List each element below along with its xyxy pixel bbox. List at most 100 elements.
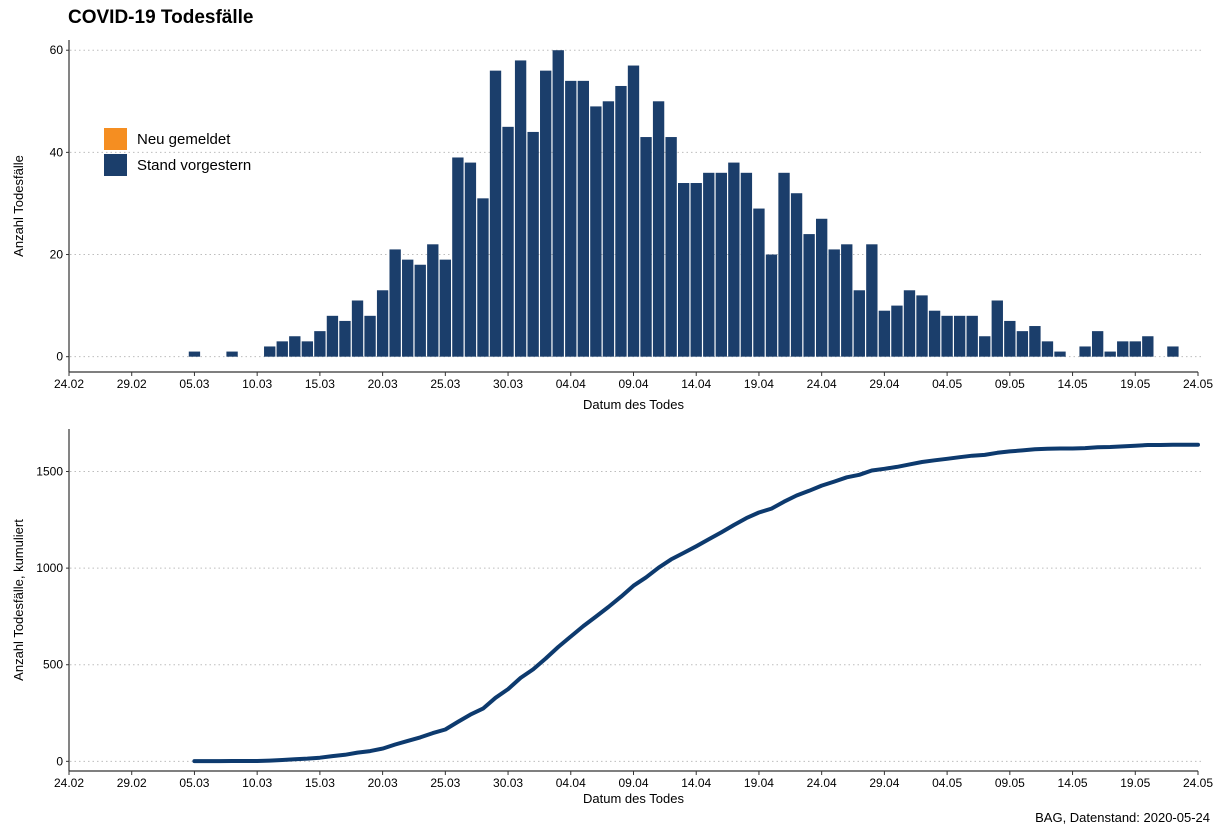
bar (615, 85, 627, 357)
bar (1117, 341, 1129, 357)
bar (941, 315, 953, 357)
bar (1029, 326, 1041, 357)
bar (740, 172, 753, 357)
x-tick-label: 09.04 (618, 377, 648, 391)
bar (765, 254, 778, 357)
bar (552, 50, 564, 357)
y-axis-label: Anzahl Todesfälle, kumuliert (11, 519, 26, 681)
bar (276, 341, 288, 357)
x-tick-label: 19.05 (1120, 776, 1150, 790)
x-axis-label: Datum des Todes (583, 397, 684, 412)
x-tick-label: 19.04 (744, 776, 774, 790)
bar (916, 295, 928, 357)
bar (590, 106, 602, 357)
x-tick-label: 24.05 (1183, 377, 1213, 391)
bar (452, 157, 464, 357)
bar (828, 249, 840, 357)
bar (1004, 320, 1016, 357)
x-tick-label: 14.05 (1058, 776, 1088, 790)
bar (439, 259, 452, 357)
bar (301, 341, 314, 357)
bar (464, 162, 477, 357)
bar (477, 198, 489, 357)
bar (652, 101, 665, 357)
y-tick-label: 0 (56, 754, 63, 768)
x-tick-label: 19.04 (744, 377, 774, 391)
bar (389, 249, 401, 357)
bar (815, 218, 828, 357)
bar (376, 290, 389, 357)
y-tick-label: 500 (43, 658, 63, 672)
y-tick-label: 0 (56, 350, 63, 364)
x-tick-label: 19.05 (1120, 377, 1150, 391)
bar (414, 264, 426, 357)
x-tick-label: 04.04 (556, 776, 586, 790)
bar (289, 336, 301, 357)
x-tick-label: 29.04 (869, 377, 899, 391)
bar (577, 80, 589, 357)
x-tick-label: 29.04 (869, 776, 899, 790)
bar (665, 137, 677, 357)
x-tick-label: 25.03 (430, 776, 460, 790)
daily-deaths-panel: 0 20 40 60 Neu gemeldet Stand vorgestern 24.02… (11, 40, 1213, 412)
bar (351, 300, 364, 357)
bar (640, 137, 652, 357)
bar (565, 80, 577, 357)
bar (339, 320, 351, 357)
x-tick-label: 29.02 (117, 377, 147, 391)
bar (264, 346, 276, 357)
bar (991, 300, 1003, 357)
x-tick-label: 25.03 (430, 377, 460, 391)
bar (853, 290, 865, 357)
bar (1016, 331, 1029, 357)
x-tick-label: 14.04 (681, 377, 711, 391)
bar (514, 60, 527, 357)
bar (527, 131, 539, 357)
x-tick-label: 30.03 (493, 776, 523, 790)
y-tick-label: 40 (50, 145, 64, 159)
x-tick-label: 24.04 (807, 776, 837, 790)
x-tick-label: 04.04 (556, 377, 586, 391)
bar (489, 70, 502, 357)
bar (979, 336, 991, 357)
x-tick-label: 09.05 (995, 377, 1025, 391)
bar (188, 351, 201, 357)
x-tick-label: 09.04 (618, 776, 648, 790)
legend-label: Neu gemeldet (137, 131, 231, 148)
bar (928, 310, 941, 357)
x-tick-label: 24.02 (54, 776, 84, 790)
bar (314, 331, 326, 357)
bar (728, 162, 740, 357)
bar (703, 172, 715, 357)
legend-label: Stand vorgestern (137, 157, 251, 174)
bar (627, 65, 640, 357)
bar (803, 234, 815, 357)
bar (402, 259, 414, 357)
x-tick-label: 20.03 (368, 776, 398, 790)
bar (690, 183, 702, 357)
cumulative-deaths-panel: 0 500 1000 1500 24.02 29.02 05.03 10.03 15.03 20.… (11, 429, 1213, 806)
bar (753, 208, 765, 357)
x-tick-label: 20.03 (368, 377, 398, 391)
legend-swatch (104, 154, 127, 176)
x-tick-label: 04.05 (932, 377, 962, 391)
x-tick-label: 24.04 (807, 377, 837, 391)
bar (966, 315, 978, 357)
x-tick-label: 24.02 (54, 377, 84, 391)
x-tick-label: 05.03 (179, 377, 209, 391)
x-tick-label: 14.05 (1058, 377, 1088, 391)
bar (1079, 346, 1091, 357)
x-tick-label: 10.03 (242, 377, 272, 391)
x-tick-label: 05.03 (179, 776, 209, 790)
source-caption: BAG, Datenstand: 2020-05-24 (1035, 810, 1210, 825)
bar (1091, 331, 1104, 357)
bar (790, 193, 803, 357)
x-tick-label: 24.05 (1183, 776, 1213, 790)
bar (1129, 341, 1141, 357)
bar (326, 315, 339, 357)
chart-title: COVID-19 Todesfälle (68, 7, 254, 28)
x-tick-label: 30.03 (493, 377, 523, 391)
bar (678, 183, 690, 357)
y-tick-label: 1000 (36, 561, 63, 575)
